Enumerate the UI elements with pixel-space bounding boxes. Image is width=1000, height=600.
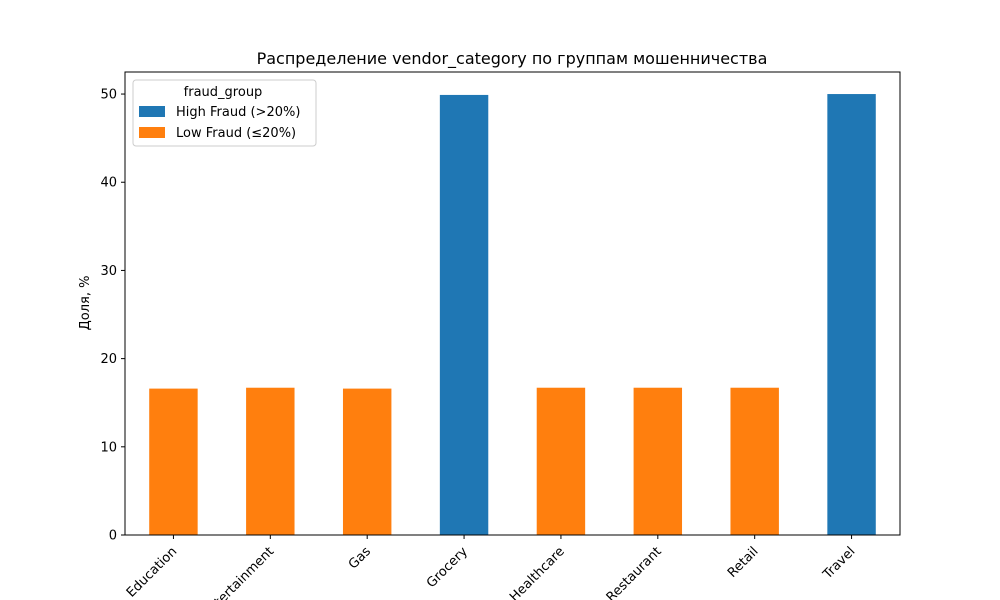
bar-healthcare-series-1: [536, 387, 586, 535]
y-tick-label: 40: [100, 176, 117, 191]
legend-swatch-0: [139, 106, 165, 117]
y-tick-label: 10: [100, 440, 117, 455]
x-tick-label: Gas: [346, 544, 374, 572]
y-tick-label: 0: [109, 529, 117, 544]
y-tick-label: 20: [100, 352, 117, 367]
bar-gas-series-1: [342, 388, 392, 535]
y-tick-label: 30: [100, 264, 117, 279]
x-tick-label: Restaurant: [604, 544, 665, 600]
y-tick-label: 50: [100, 88, 117, 103]
y-axis-label: Доля, %: [78, 276, 93, 331]
plot-area: 0 10 20 30 40 50 Education Entertainment Gas Groc…: [100, 88, 876, 600]
legend-title: fraud_group: [184, 85, 263, 100]
legend-box: [132, 79, 317, 147]
legend: fraud_group High Fraud (>20%) Low Fraud (…: [132, 79, 317, 147]
plot-frame: [124, 71, 901, 536]
legend-swatch-1: [139, 127, 165, 138]
x-tick-label: Retail: [725, 544, 762, 581]
bar-travel-series-0: [827, 94, 876, 536]
x-tick-label: Entertainment: [200, 544, 277, 600]
x-tick-label: Education: [124, 544, 180, 600]
x-tick-label: Grocery: [424, 544, 471, 591]
bar-education-series-1: [149, 388, 198, 535]
legend-label-0: High Fraud (>20%): [176, 105, 300, 120]
bar-restaurant-series-1: [633, 387, 683, 535]
x-tick-label: Healthcare: [507, 544, 568, 600]
chart-title: Распределение vendor_category по группам…: [257, 49, 768, 69]
bar-retail-series-1: [730, 387, 779, 535]
legend-label-1: Low Fraud (≤20%): [176, 126, 296, 141]
x-tick-label: Travel: [820, 544, 859, 583]
bar-grocery-series-0: [439, 94, 489, 535]
bar-entertainment-series-1: [246, 387, 295, 535]
